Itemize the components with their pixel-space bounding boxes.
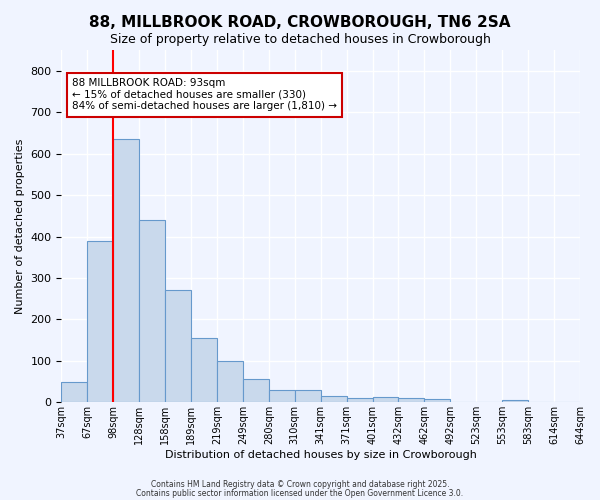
Bar [502,400,528,402]
Bar [61,382,88,402]
Bar [295,390,321,402]
Text: Size of property relative to detached houses in Crowborough: Size of property relative to detached ho… [110,32,490,46]
Bar [424,400,451,402]
Bar [398,398,424,402]
Bar [373,398,398,402]
Bar [269,390,295,402]
Bar [217,361,243,403]
Bar [165,290,191,403]
X-axis label: Distribution of detached houses by size in Crowborough: Distribution of detached houses by size … [165,450,476,460]
Y-axis label: Number of detached properties: Number of detached properties [15,138,25,314]
Text: 88, MILLBROOK ROAD, CROWBOROUGH, TN6 2SA: 88, MILLBROOK ROAD, CROWBOROUGH, TN6 2SA [89,15,511,30]
Bar [321,396,347,402]
Bar [113,139,139,402]
Text: Contains public sector information licensed under the Open Government Licence 3.: Contains public sector information licen… [136,488,464,498]
Text: 88 MILLBROOK ROAD: 93sqm
← 15% of detached houses are smaller (330)
84% of semi-: 88 MILLBROOK ROAD: 93sqm ← 15% of detach… [72,78,337,112]
Bar [139,220,165,402]
Bar [347,398,373,402]
Bar [191,338,217,402]
Bar [88,240,113,402]
Text: Contains HM Land Registry data © Crown copyright and database right 2025.: Contains HM Land Registry data © Crown c… [151,480,449,489]
Bar [243,378,269,402]
